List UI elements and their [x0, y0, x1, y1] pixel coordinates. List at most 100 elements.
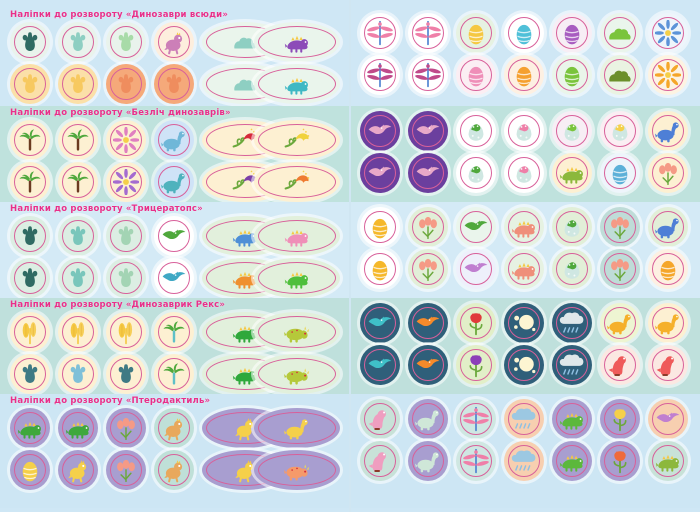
- tulips-sticker[interactable]: [648, 153, 688, 193]
- footprint-sticker[interactable]: [58, 258, 98, 298]
- trex-sticker[interactable]: [360, 399, 400, 439]
- tulips-sticker[interactable]: [408, 207, 448, 247]
- tulips-sticker[interactable]: [600, 249, 640, 289]
- baby-dino-sticker[interactable]: [154, 22, 194, 62]
- dragonfly-sticker[interactable]: [408, 13, 448, 53]
- tulips-sticker[interactable]: [106, 408, 146, 448]
- palm-tree-sticker[interactable]: [10, 162, 50, 202]
- footprint-sticker[interactable]: [10, 354, 50, 394]
- footprint-sticker[interactable]: [58, 216, 98, 256]
- brontosaurus-sticker[interactable]: [154, 120, 194, 160]
- flower-sticker[interactable]: [254, 120, 340, 160]
- pterodactyl-sticker[interactable]: [408, 153, 448, 193]
- stegosaurus-sticker[interactable]: [504, 207, 544, 247]
- pterodactyl-sticker[interactable]: [456, 207, 496, 247]
- trex-sticker[interactable]: [600, 345, 640, 385]
- rain-cloud-sticker[interactable]: [552, 345, 592, 385]
- egg-sticker[interactable]: [360, 207, 400, 247]
- hatching-egg-sticker[interactable]: [504, 153, 544, 193]
- footprint-sticker[interactable]: [106, 354, 146, 394]
- stegosaurus-sticker[interactable]: [254, 22, 340, 62]
- stegosaurus-sticker[interactable]: [254, 64, 340, 104]
- dragonfly-sticker[interactable]: [360, 13, 400, 53]
- tulip-sticker[interactable]: [456, 303, 496, 343]
- rain-cloud-sticker[interactable]: [504, 441, 544, 481]
- egg-sticker[interactable]: [504, 13, 544, 53]
- stegosaurus-sticker[interactable]: [254, 216, 340, 256]
- triceratops-sticker[interactable]: [254, 450, 340, 490]
- footprint-sticker[interactable]: [10, 64, 50, 104]
- pterodactyl-sticker[interactable]: [408, 111, 448, 151]
- hatching-egg-sticker[interactable]: [552, 249, 592, 289]
- brontosaurus-sticker[interactable]: [648, 111, 688, 151]
- tulips-sticker[interactable]: [408, 249, 448, 289]
- tulip-sticker[interactable]: [456, 345, 496, 385]
- footprint-sticker[interactable]: [10, 216, 50, 256]
- stegosaurus-sticker[interactable]: [504, 249, 544, 289]
- hatching-egg-sticker[interactable]: [456, 111, 496, 151]
- footprint-sticker[interactable]: [106, 22, 146, 62]
- egg-sticker[interactable]: [648, 249, 688, 289]
- dragonfly-sticker[interactable]: [408, 55, 448, 95]
- pterodactyl-sticker[interactable]: [408, 303, 448, 343]
- triceratops-sticker[interactable]: [254, 354, 340, 394]
- hatching-egg-sticker[interactable]: [552, 111, 592, 151]
- brontosaurus-sticker[interactable]: [408, 441, 448, 481]
- pterodactyl-sticker[interactable]: [154, 216, 194, 256]
- hatching-egg-sticker[interactable]: [600, 111, 640, 151]
- daisy-sticker[interactable]: [648, 55, 688, 95]
- dragonfly-sticker[interactable]: [360, 55, 400, 95]
- egg-sticker[interactable]: [10, 450, 50, 490]
- wheat-sticker[interactable]: [58, 312, 98, 352]
- egg-sticker[interactable]: [504, 55, 544, 95]
- moon-sticker[interactable]: [504, 345, 544, 385]
- pterodactyl-sticker[interactable]: [360, 303, 400, 343]
- stegosaurus-sticker[interactable]: [552, 153, 592, 193]
- footprint-sticker[interactable]: [58, 64, 98, 104]
- brontosaurus-sticker[interactable]: [154, 162, 194, 202]
- bush-sticker[interactable]: [600, 13, 640, 53]
- stegosaurus-sticker[interactable]: [254, 258, 340, 298]
- egg-sticker[interactable]: [552, 55, 592, 95]
- daisy-sticker[interactable]: [648, 13, 688, 53]
- hatching-egg-sticker[interactable]: [552, 207, 592, 247]
- pterodactyl-sticker[interactable]: [154, 258, 194, 298]
- baby-dino-sticker[interactable]: [154, 408, 194, 448]
- trex-sticker[interactable]: [648, 345, 688, 385]
- triceratops-sticker[interactable]: [254, 312, 340, 352]
- trex-sticker[interactable]: [360, 441, 400, 481]
- brontosaurus-sticker[interactable]: [648, 207, 688, 247]
- tulip-sticker[interactable]: [600, 399, 640, 439]
- daisy-sticker[interactable]: [106, 162, 146, 202]
- palm-tree-sticker[interactable]: [10, 120, 50, 160]
- footprint-sticker[interactable]: [10, 258, 50, 298]
- egg-sticker[interactable]: [456, 13, 496, 53]
- pterodactyl-sticker[interactable]: [360, 153, 400, 193]
- footprint-sticker[interactable]: [58, 354, 98, 394]
- egg-sticker[interactable]: [600, 153, 640, 193]
- egg-sticker[interactable]: [360, 249, 400, 289]
- baby-dino-sticker[interactable]: [154, 450, 194, 490]
- tulip-sticker[interactable]: [600, 441, 640, 481]
- brontosaurus-sticker[interactable]: [600, 303, 640, 343]
- bush-sticker[interactable]: [600, 55, 640, 95]
- footprint-sticker[interactable]: [58, 22, 98, 62]
- moon-sticker[interactable]: [504, 303, 544, 343]
- stegosaurus-sticker[interactable]: [648, 441, 688, 481]
- footprint-sticker[interactable]: [154, 64, 194, 104]
- egg-sticker[interactable]: [456, 55, 496, 95]
- pterodactyl-sticker[interactable]: [360, 345, 400, 385]
- pterodactyl-sticker[interactable]: [456, 249, 496, 289]
- stegosaurus-sticker[interactable]: [552, 399, 592, 439]
- stegosaurus-sticker[interactable]: [552, 441, 592, 481]
- palm-tree-sticker[interactable]: [154, 312, 194, 352]
- tulips-sticker[interactable]: [106, 450, 146, 490]
- stegosaurus-sticker[interactable]: [58, 408, 98, 448]
- daisy-sticker[interactable]: [106, 120, 146, 160]
- tulips-sticker[interactable]: [600, 207, 640, 247]
- footprint-sticker[interactable]: [106, 64, 146, 104]
- pterodactyl-sticker[interactable]: [648, 399, 688, 439]
- palm-tree-sticker[interactable]: [58, 162, 98, 202]
- wheat-sticker[interactable]: [106, 312, 146, 352]
- footprint-sticker[interactable]: [106, 258, 146, 298]
